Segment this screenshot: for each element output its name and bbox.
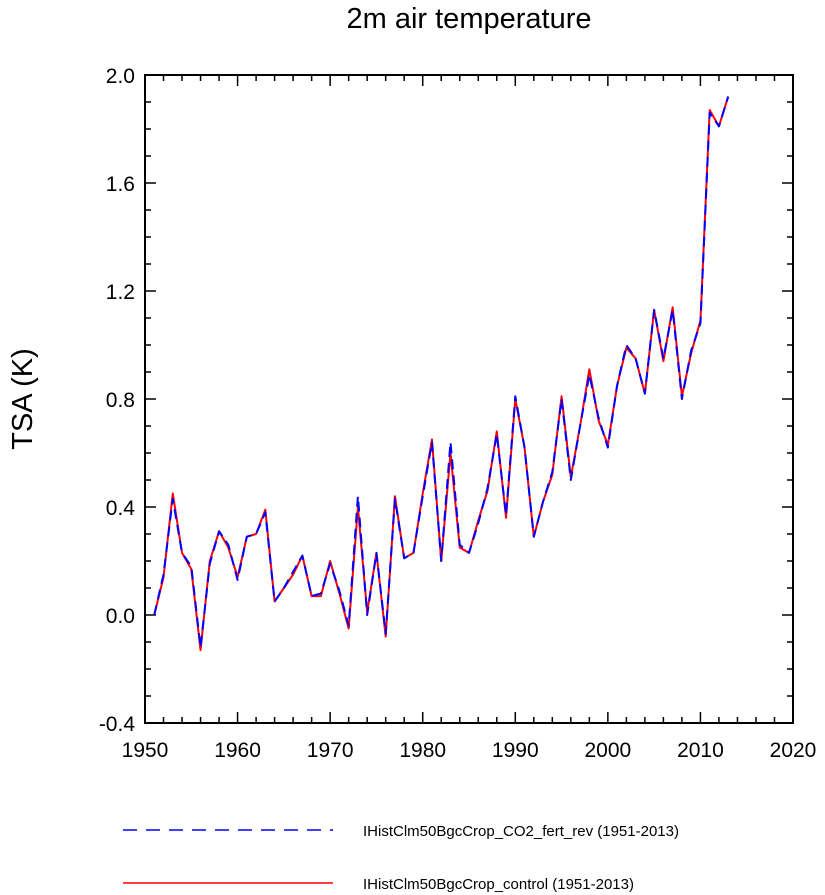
y-tick-label: 0.4 bbox=[106, 497, 136, 520]
y-tick-label: 0.8 bbox=[106, 389, 135, 412]
x-tick-label: 1960 bbox=[214, 739, 261, 762]
plot-frame bbox=[144, 74, 794, 724]
y-axis-label: TSA (K) bbox=[7, 348, 39, 450]
x-tick-label: 1980 bbox=[399, 739, 446, 762]
axis-ticks: 1950 1960 1970 1980 1990 2000 2010 2020 -0.4 0.0 0… bbox=[99, 65, 817, 762]
legend-label: IHistClm50BgcCrop_control (1951-2013) bbox=[363, 876, 634, 893]
x-tick-label: 2000 bbox=[584, 739, 631, 762]
x-tick-label: 1970 bbox=[307, 739, 354, 762]
x-tick-label: 2010 bbox=[677, 739, 724, 762]
x-tick-label: 1990 bbox=[492, 739, 539, 762]
y-tick-label: 1.2 bbox=[106, 281, 135, 304]
y-tick-label: -0.4 bbox=[99, 713, 136, 736]
series-line-co2-fert-rev bbox=[153, 96, 730, 649]
x-tick-label: 1950 bbox=[122, 739, 169, 762]
y-tick-label: 0.0 bbox=[106, 605, 135, 628]
y-tick-label: 2.0 bbox=[106, 65, 135, 88]
y-tick-label: 1.6 bbox=[106, 173, 135, 196]
legend-label: IHistClm50BgcCrop_CO2_fert_rev (1951-201… bbox=[363, 823, 679, 840]
chart-title: 2m air temperature bbox=[347, 3, 592, 35]
series-lines bbox=[153, 96, 730, 652]
legend: IHistClm50BgcCrop_CO2_fert_rev (1951-201… bbox=[123, 823, 679, 893]
x-tick-label: 2020 bbox=[770, 739, 817, 762]
